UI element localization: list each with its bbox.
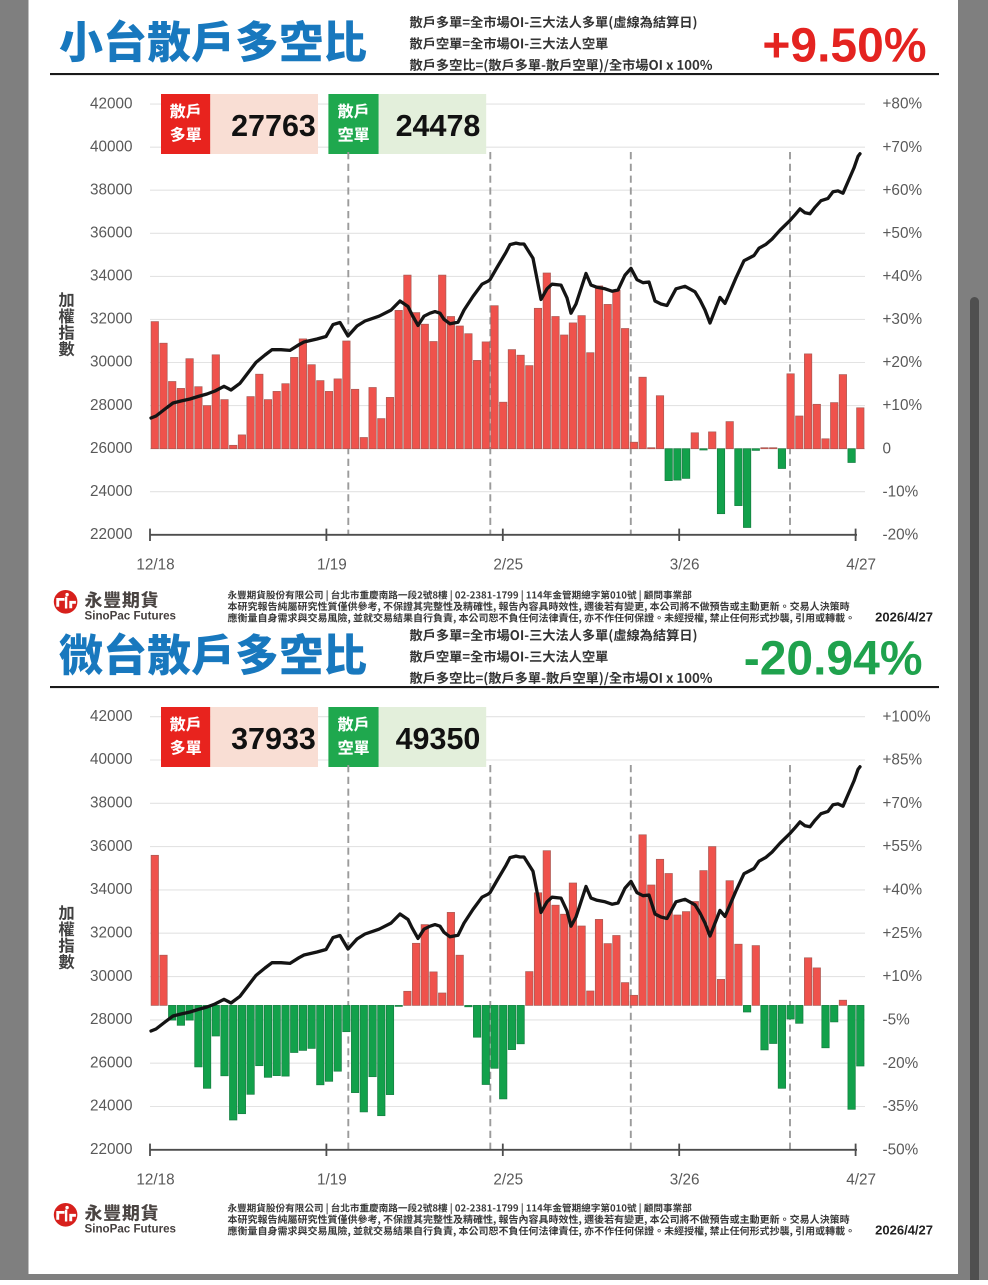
svg-text:42000: 42000 <box>90 708 133 725</box>
svg-text:+20%: +20% <box>883 354 923 371</box>
svg-text:-20%: -20% <box>883 1055 919 1072</box>
svg-text:0: 0 <box>883 440 892 457</box>
svg-text:22000: 22000 <box>90 526 133 543</box>
svg-text:24000: 24000 <box>90 483 133 500</box>
svg-text:36000: 36000 <box>90 838 133 855</box>
svg-text:40000: 40000 <box>90 138 133 155</box>
svg-text:-20.94%: -20.94% <box>744 633 923 686</box>
svg-text:24478: 24478 <box>396 109 481 143</box>
svg-text:34000: 34000 <box>90 881 133 898</box>
svg-text:+10%: +10% <box>883 397 923 414</box>
svg-text:40000: 40000 <box>90 751 133 768</box>
svg-text:+70%: +70% <box>883 795 923 812</box>
svg-text:38000: 38000 <box>90 795 133 812</box>
svg-text:49350: 49350 <box>396 722 481 756</box>
svg-text:-20%: -20% <box>883 526 919 543</box>
svg-text:-35%: -35% <box>883 1098 919 1115</box>
svg-text:+55%: +55% <box>883 838 923 855</box>
svg-text:+30%: +30% <box>883 311 923 328</box>
svg-text:+50%: +50% <box>883 225 923 242</box>
svg-text:38000: 38000 <box>90 181 133 198</box>
svg-text:26000: 26000 <box>90 1054 133 1071</box>
svg-text:34000: 34000 <box>90 268 133 285</box>
svg-text:42000: 42000 <box>90 95 133 112</box>
svg-text:30000: 30000 <box>90 354 133 371</box>
svg-text:-10%: -10% <box>883 483 919 500</box>
svg-text:+70%: +70% <box>883 139 923 156</box>
svg-text:28000: 28000 <box>90 397 133 414</box>
svg-text:26000: 26000 <box>90 440 133 457</box>
svg-text:32000: 32000 <box>90 924 133 941</box>
svg-text:27763: 27763 <box>231 109 316 143</box>
svg-text:-50%: -50% <box>883 1141 919 1158</box>
svg-text:37933: 37933 <box>231 722 316 756</box>
svg-text:30000: 30000 <box>90 968 133 985</box>
svg-text:+25%: +25% <box>883 925 923 942</box>
svg-text:+40%: +40% <box>883 268 923 285</box>
svg-text:36000: 36000 <box>90 225 133 242</box>
svg-text:+40%: +40% <box>883 882 923 899</box>
svg-text:+80%: +80% <box>883 96 923 113</box>
svg-text:-5%: -5% <box>883 1011 911 1028</box>
svg-text:+85%: +85% <box>883 752 923 769</box>
svg-text:24000: 24000 <box>90 1098 133 1115</box>
svg-text:32000: 32000 <box>90 311 133 328</box>
svg-text:+60%: +60% <box>883 182 923 199</box>
svg-text:+10%: +10% <box>883 968 923 985</box>
svg-text:28000: 28000 <box>90 1011 133 1028</box>
svg-text:+100%: +100% <box>883 708 931 725</box>
svg-text:+9.50%: +9.50% <box>762 20 926 73</box>
svg-text:22000: 22000 <box>90 1141 133 1158</box>
